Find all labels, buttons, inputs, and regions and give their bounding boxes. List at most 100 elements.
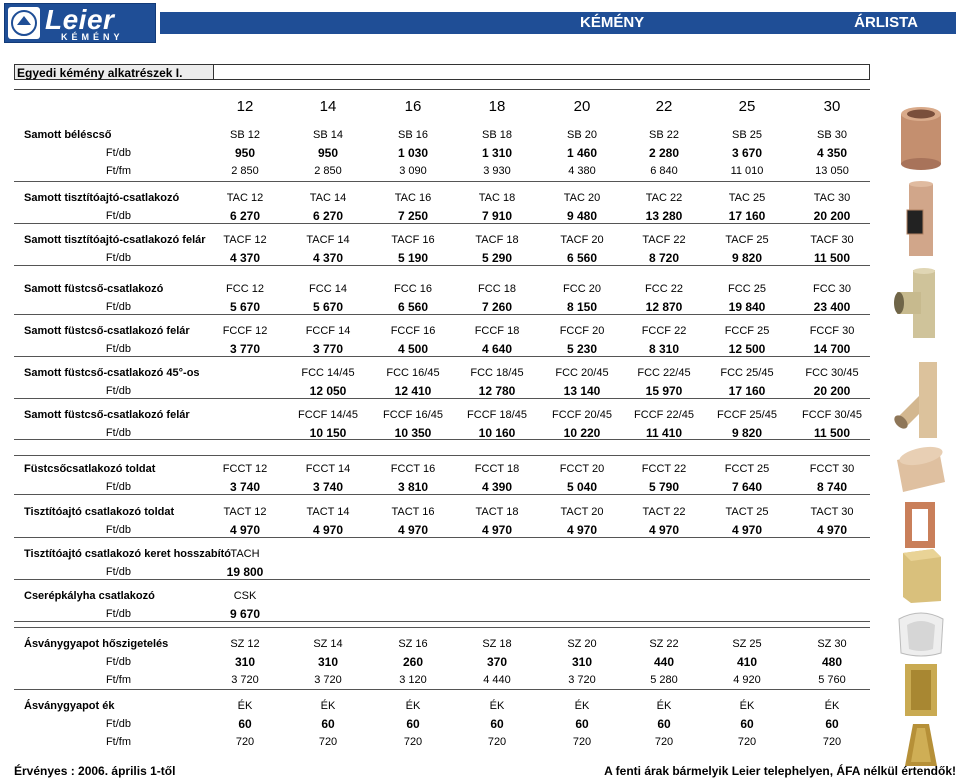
product-code: FCCT 30 bbox=[809, 463, 855, 475]
price-per-meter: 720 bbox=[318, 736, 338, 748]
row-divider bbox=[14, 627, 870, 628]
product-code: FCCT 16 bbox=[390, 463, 436, 475]
price-value: 9 480 bbox=[566, 209, 598, 223]
price-per-meter: 3 720 bbox=[314, 674, 342, 686]
row-divider bbox=[14, 223, 870, 224]
product-code: FCC 30 bbox=[813, 283, 851, 295]
price-per-meter: 3 120 bbox=[399, 674, 427, 686]
unit-label: Ft/db bbox=[105, 427, 131, 439]
price-per-meter: 11 010 bbox=[730, 165, 764, 177]
price-value: 5 230 bbox=[566, 342, 598, 356]
cleaning-door-connector-icon bbox=[906, 181, 933, 256]
row-divider bbox=[14, 398, 870, 399]
price-value: 8 720 bbox=[648, 251, 680, 265]
product-code: SB 14 bbox=[313, 129, 343, 141]
validity-note: Érvényes : 2006. április 1-től bbox=[14, 764, 176, 778]
size-header-20: 20 bbox=[573, 98, 591, 115]
price-value: 4 970 bbox=[731, 523, 763, 537]
price-value: 4 970 bbox=[229, 523, 261, 537]
product-name: Tisztítóajtó csatlakozó keret hosszabító bbox=[24, 548, 232, 560]
product-code: FCCF 30 bbox=[809, 325, 855, 337]
product-code: TAC 14 bbox=[309, 192, 347, 204]
product-code: TACF 20 bbox=[560, 234, 604, 246]
price-per-meter: 13 050 bbox=[815, 165, 849, 177]
page-header: Leier KÉMÉNY KÉMÉNY ÁRLISTA bbox=[0, 0, 960, 44]
product-code: FCCF 18 bbox=[474, 325, 520, 337]
mineral-wool-insulation-icon bbox=[905, 664, 937, 716]
band-pricelist: ÁRLISTA bbox=[854, 14, 918, 31]
price-value: 3 670 bbox=[731, 146, 763, 160]
price-value: 3 810 bbox=[397, 480, 429, 494]
price-value: 60 bbox=[406, 717, 420, 731]
size-header-18: 18 bbox=[488, 98, 506, 115]
row-divider bbox=[14, 439, 870, 440]
price-value: 3 770 bbox=[312, 342, 344, 356]
price-per-meter: 720 bbox=[737, 736, 757, 748]
price-value: 8 310 bbox=[648, 342, 680, 356]
price-per-meter: 3 930 bbox=[483, 165, 511, 177]
flue-liner-pipe-icon bbox=[901, 107, 941, 170]
product-code: FCC 18 bbox=[478, 283, 516, 295]
product-code: SZ 16 bbox=[398, 638, 428, 650]
product-code: FCC 20 bbox=[563, 283, 601, 295]
price-value: 11 500 bbox=[813, 251, 851, 265]
price-value: 4 970 bbox=[397, 523, 429, 537]
section-title: Egyedi kémény alkatrészek I. bbox=[14, 64, 214, 80]
unit-label: Ft/db bbox=[105, 147, 131, 159]
product-code: ÉK bbox=[574, 700, 590, 712]
product-code: SZ 25 bbox=[732, 638, 762, 650]
product-code: TACT 20 bbox=[560, 506, 604, 518]
price-per-meter: 2 850 bbox=[314, 165, 342, 177]
row-divider bbox=[14, 494, 870, 495]
row-divider bbox=[14, 356, 870, 357]
product-code: FCCF 25/45 bbox=[717, 409, 777, 421]
price-value: 5 790 bbox=[648, 480, 680, 494]
price-value: 8 740 bbox=[816, 480, 848, 494]
price-value: 6 560 bbox=[566, 251, 598, 265]
unit-label: Ft/db bbox=[105, 301, 131, 313]
product-code: SB 20 bbox=[567, 129, 597, 141]
product-code: SZ 18 bbox=[482, 638, 512, 650]
price-value: 23 400 bbox=[813, 300, 851, 314]
unit-label: Ft/db bbox=[105, 481, 131, 493]
product-code: FCC 18/45 bbox=[470, 367, 524, 379]
row-divider bbox=[14, 689, 870, 690]
product-code: TAC 30 bbox=[813, 192, 851, 204]
price-value: 60 bbox=[825, 717, 839, 731]
product-code: TACF 14 bbox=[306, 234, 350, 246]
price-value: 5 290 bbox=[481, 251, 513, 265]
product-code: FCC 25 bbox=[728, 283, 766, 295]
price-value: 410 bbox=[736, 655, 758, 669]
product-code: FCCF 30/45 bbox=[802, 409, 862, 421]
unit-label: Ft/db bbox=[105, 524, 131, 536]
product-code: TAC 18 bbox=[478, 192, 516, 204]
price-value: 260 bbox=[402, 655, 424, 669]
unit-label: Ft/db bbox=[105, 608, 131, 620]
row-divider bbox=[14, 621, 870, 622]
price-value: 14 700 bbox=[813, 342, 851, 356]
price-per-meter: 4 380 bbox=[568, 165, 596, 177]
price-value: 310 bbox=[317, 655, 339, 669]
product-code: SB 25 bbox=[732, 129, 762, 141]
product-code: TACF 25 bbox=[725, 234, 769, 246]
price-value: 4 970 bbox=[648, 523, 680, 537]
price-per-meter: 6 840 bbox=[650, 165, 678, 177]
price-value: 1 310 bbox=[481, 146, 513, 160]
price-value: 4 390 bbox=[481, 480, 513, 494]
section-title-frame bbox=[214, 64, 870, 80]
product-name: Samott füstcső-csatlakozó felár bbox=[24, 325, 190, 337]
price-value: 5 190 bbox=[397, 251, 429, 265]
unit-label: Ft/db bbox=[105, 566, 131, 578]
product-code: SZ 20 bbox=[567, 638, 597, 650]
product-code: SZ 22 bbox=[649, 638, 679, 650]
smoke-pipe-connector-45-icon bbox=[894, 362, 937, 438]
product-code: FCC 22 bbox=[645, 283, 683, 295]
product-code: FCCF 20/45 bbox=[552, 409, 612, 421]
price-value: 9 820 bbox=[731, 251, 763, 265]
price-value: 7 910 bbox=[481, 209, 513, 223]
product-code: FCC 12 bbox=[226, 283, 264, 295]
product-code: FCCT 12 bbox=[222, 463, 268, 475]
product-code: SZ 14 bbox=[313, 638, 343, 650]
leier-logo: Leier KÉMÉNY bbox=[4, 3, 156, 43]
price-per-meter: 3 720 bbox=[568, 674, 596, 686]
